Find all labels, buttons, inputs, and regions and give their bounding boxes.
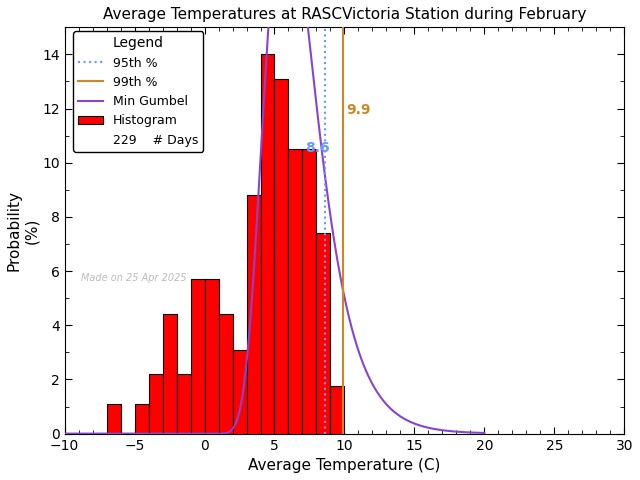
Legend: 95th %, 99th %, Min Gumbel, Histogram, 229    # Days: 95th %, 99th %, Min Gumbel, Histogram, 2… <box>73 31 204 152</box>
Bar <box>246 195 260 433</box>
Bar <box>148 374 163 433</box>
Bar <box>316 233 330 433</box>
Title: Average Temperatures at RASCVictoria Station during February: Average Temperatures at RASCVictoria Sta… <box>103 7 586 22</box>
X-axis label: Average Temperature (C): Average Temperature (C) <box>248 458 441 473</box>
Bar <box>191 279 205 433</box>
Bar <box>289 149 303 433</box>
Bar <box>163 314 177 433</box>
Text: 9.9: 9.9 <box>346 103 371 117</box>
Text: 8.6: 8.6 <box>305 141 330 155</box>
Bar <box>134 404 148 433</box>
Bar <box>107 404 120 433</box>
Bar <box>205 279 218 433</box>
Bar <box>232 349 246 433</box>
Bar <box>177 374 191 433</box>
Bar <box>330 386 344 433</box>
Bar <box>260 54 275 433</box>
Y-axis label: Probability
(%): Probability (%) <box>7 190 39 271</box>
Bar <box>303 149 316 433</box>
Text: Made on 25 Apr 2025: Made on 25 Apr 2025 <box>81 273 187 283</box>
Bar <box>275 79 289 433</box>
Bar <box>218 314 232 433</box>
